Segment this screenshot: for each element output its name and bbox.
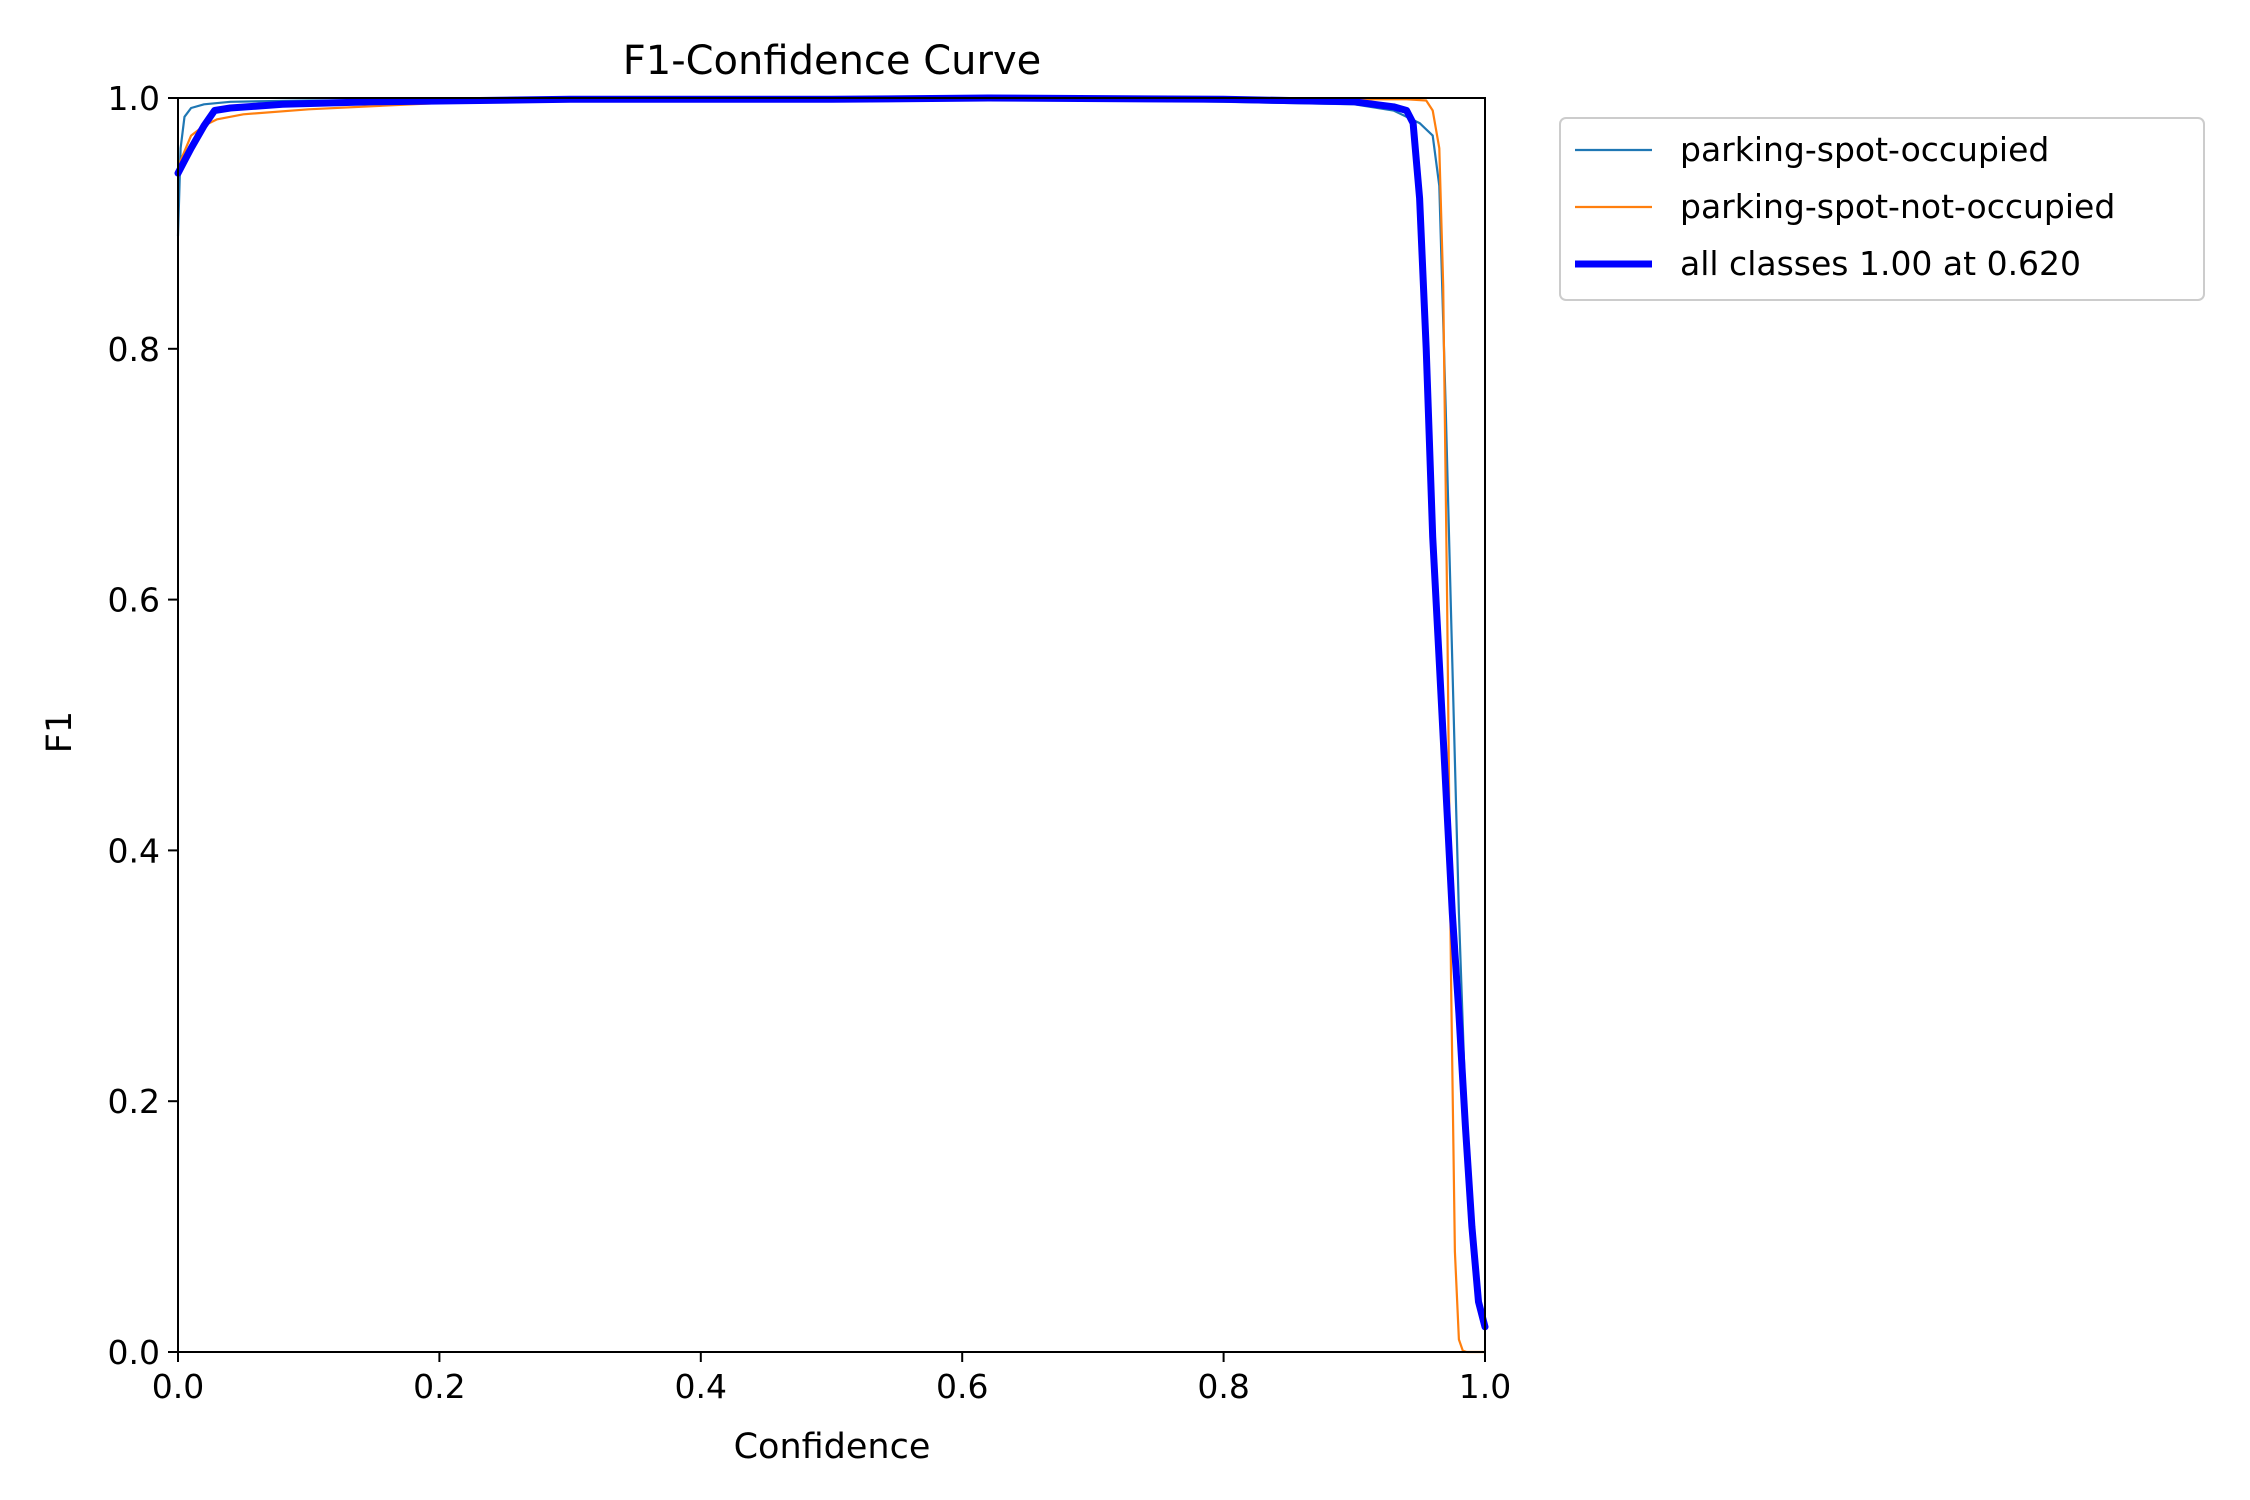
x-tick-label: 1.0 [1459, 1367, 1511, 1406]
legend-items: parking-spot-occupied parking-spot-not-oc… [1575, 130, 2115, 283]
x-tick-label: 0.8 [1197, 1367, 1249, 1406]
x-tick-label: 0.0 [152, 1367, 204, 1406]
plot-frame [177, 97, 1486, 1353]
y-axis-label: F1 [40, 711, 80, 753]
legend-label-2: parking-spot-not-occupied [1680, 187, 2115, 226]
y-axis-ticks: 0.0 0.2 0.4 0.6 0.8 1.0 [108, 79, 178, 1372]
x-axis-ticks: 0.0 0.2 0.4 0.6 0.8 1.0 [152, 1352, 1511, 1406]
series-line-3 [174, 94, 1489, 1331]
y-tick-label: 0.0 [108, 1333, 160, 1372]
x-tick-label: 0.6 [936, 1367, 988, 1406]
x-tick-label: 0.2 [413, 1367, 465, 1406]
legend-box [1559, 117, 2205, 301]
x-axis-label: Confidence [734, 1427, 931, 1467]
x-tick-label: 0.4 [675, 1367, 727, 1406]
legend-label-1: parking-spot-occupied [1680, 130, 2049, 169]
y-tick-label: 1.0 [108, 79, 160, 118]
series-layer [174, 94, 1489, 1354]
y-tick-label: 0.6 [108, 581, 160, 620]
y-tick-label: 0.2 [108, 1082, 160, 1121]
legend: parking-spot-occupied parking-spot-not-oc… [1559, 117, 2205, 301]
series-line-2 [176, 98, 1487, 1354]
chart-title: F1-Confidence Curve [623, 38, 1042, 84]
y-tick-label: 0.4 [108, 831, 160, 870]
legend-label-3: all classes 1.00 at 0.620 [1680, 244, 2081, 283]
y-tick-label: 0.8 [108, 330, 160, 369]
